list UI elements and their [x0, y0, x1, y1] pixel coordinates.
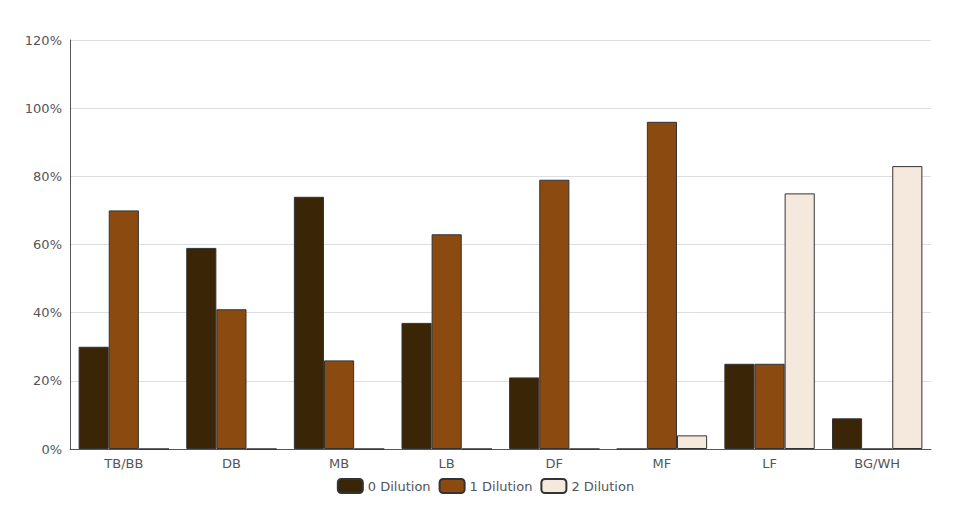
svg-text:20%: 20% [33, 373, 62, 388]
svg-text:TB/BB: TB/BB [103, 456, 143, 471]
svg-text:60%: 60% [33, 237, 62, 252]
svg-text:40%: 40% [33, 305, 62, 320]
svg-text:0 Dilution: 0 Dilution [368, 479, 431, 494]
svg-text:LF: LF [762, 456, 777, 471]
svg-text:120%: 120% [25, 33, 62, 48]
svg-text:LB: LB [439, 456, 455, 471]
svg-text:MF: MF [653, 456, 672, 471]
svg-text:BG/WH: BG/WH [854, 456, 900, 471]
svg-text:MB: MB [329, 456, 349, 471]
svg-text:DF: DF [546, 456, 564, 471]
svg-text:2 Dilution: 2 Dilution [571, 479, 634, 494]
svg-text:100%: 100% [25, 101, 62, 116]
svg-text:DB: DB [222, 456, 241, 471]
svg-text:0%: 0% [41, 442, 62, 457]
svg-text:1 Dilution: 1 Dilution [470, 479, 533, 494]
svg-text:80%: 80% [33, 169, 62, 184]
